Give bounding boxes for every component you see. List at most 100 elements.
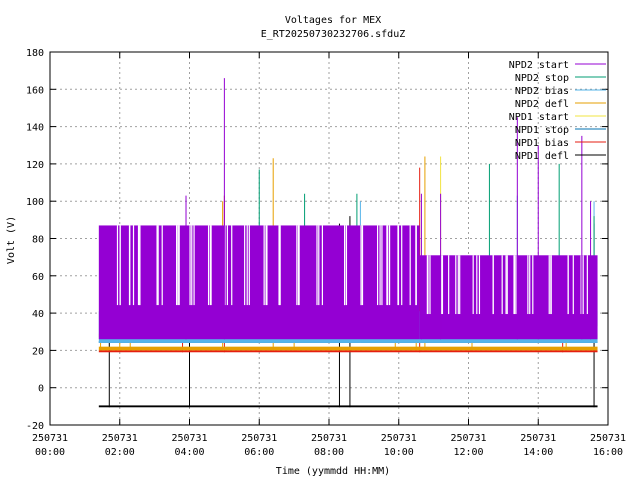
legend-label: NPD1 stop [515, 125, 569, 136]
y-tick-label: 20 [32, 346, 44, 357]
x-tick-time: 06:00 [244, 447, 274, 458]
y-tick-label: 0 [38, 384, 44, 395]
series-band [98, 405, 598, 408]
series-gap [427, 255, 429, 315]
series-gap [244, 225, 246, 306]
series-gap [176, 225, 178, 306]
x-tick-date: 250731 [381, 433, 417, 444]
y-tick-label: 100 [26, 197, 44, 208]
series-gap [248, 225, 250, 306]
x-tick-date: 250731 [450, 433, 486, 444]
series-npd2-start [98, 78, 598, 340]
series-gap [316, 225, 318, 306]
series-gap [440, 255, 442, 315]
x-tick-time: 00:00 [35, 447, 65, 458]
legend-entry: NPD1 start [509, 112, 606, 123]
series-gap [506, 255, 508, 315]
series-gap [191, 225, 193, 306]
chart-title: Voltages for MEX [285, 15, 381, 26]
series-gap [344, 225, 346, 306]
series-gap [515, 255, 517, 315]
series-gap [279, 225, 281, 306]
series-gap [156, 225, 158, 306]
series-gap [567, 255, 569, 315]
series-gap [582, 255, 584, 315]
series-gap [210, 225, 212, 306]
series-gap [137, 225, 140, 306]
series-gap [529, 255, 531, 315]
series-band [98, 346, 598, 351]
series-gap [381, 225, 383, 306]
series-gap [189, 225, 191, 306]
legend-label: NPD1 defl [515, 151, 569, 162]
series-gap [478, 255, 481, 315]
plot-area [98, 78, 598, 408]
series-band [419, 255, 598, 340]
series-gap [429, 255, 431, 315]
series-gap [321, 225, 323, 306]
y-tick-label: -20 [26, 421, 44, 432]
series-gap [505, 255, 507, 315]
x-tick-time: 12:00 [453, 447, 483, 458]
legend-entry: NPD1 stop [515, 125, 606, 136]
series-gap [550, 255, 552, 315]
series-gap [455, 255, 457, 315]
series-gap [415, 225, 417, 306]
series-gap [387, 225, 389, 306]
series-gap [246, 225, 248, 306]
series-gap [409, 225, 411, 306]
series-gap [459, 255, 461, 315]
series-gap [128, 225, 131, 306]
series-gap [263, 225, 265, 306]
legend-label: NPD1 start [509, 112, 569, 123]
legend-entry: NPD2 start [509, 60, 606, 71]
legend-label: NPD2 stop [515, 73, 569, 84]
legend-entry: NPD1 defl [515, 151, 606, 162]
series-gap [296, 225, 298, 306]
y-tick-label: 80 [32, 235, 44, 246]
series-gap [379, 225, 381, 306]
series-gap [580, 255, 582, 315]
x-tick-time: 10:00 [384, 447, 414, 458]
series-gap [231, 225, 233, 306]
x-tick-time: 02:00 [105, 447, 135, 458]
y-tick-label: 180 [26, 48, 44, 59]
legend-entry: NPD1 bias [515, 138, 606, 149]
series-gap [457, 255, 459, 315]
y-tick-label: 60 [32, 272, 44, 283]
x-tick-date: 250731 [102, 433, 138, 444]
series-gap [297, 225, 300, 306]
legend-entry: NPD2 bias [515, 86, 606, 97]
series-gap [265, 225, 267, 306]
axes: -20 0 20 40 60 80 100 120 140 160 180 250731 00:00 25… [26, 48, 626, 458]
series-gap [157, 225, 159, 306]
legend-entry: NPD2 defl [515, 99, 606, 110]
series-gap [472, 255, 474, 315]
legend: NPD2 start NPD2 stop NPD2 bias NPD2 defl NPD… [509, 60, 606, 162]
series-gap [426, 255, 428, 315]
x-axis-label: Time (yymmdd HH:MM) [276, 466, 390, 477]
series-gap [226, 225, 228, 306]
y-tick-label: 40 [32, 309, 44, 320]
legend-label: NPD2 start [509, 60, 569, 71]
series-gap [116, 225, 119, 306]
series-gap [360, 225, 362, 306]
series-gap [298, 225, 300, 306]
series-gap [501, 255, 503, 315]
y-tick-label: 120 [26, 160, 44, 171]
legend-label: NPD2 defl [515, 99, 569, 110]
x-tick-date: 250731 [241, 433, 277, 444]
x-tick-time: 08:00 [314, 447, 344, 458]
x-tick-date: 250731 [311, 433, 347, 444]
series-gap [548, 255, 550, 315]
series-gap [476, 255, 478, 315]
series-gap [132, 225, 135, 306]
series-gap [397, 225, 400, 306]
series-gap [177, 225, 179, 306]
x-tick-date: 250731 [171, 433, 207, 444]
series-gap [386, 225, 388, 306]
series-gap [207, 225, 210, 306]
series-gap [361, 225, 364, 306]
series-gap [448, 255, 450, 315]
